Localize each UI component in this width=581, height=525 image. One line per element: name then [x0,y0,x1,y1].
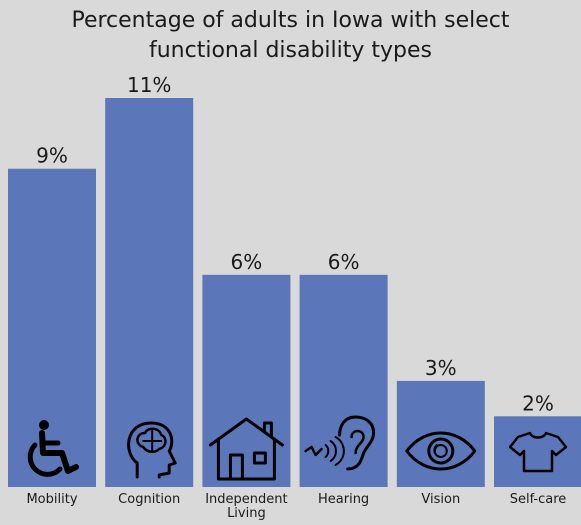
chart-title: Percentage of adults in Iowa with select… [0,6,581,66]
eye-icon [405,431,477,471]
bar-mobility [8,168,96,487]
value-label: 6% [328,250,360,274]
tshirt-icon [508,431,568,473]
wheelchair-icon [27,420,79,477]
house-icon [208,417,284,481]
value-label: 2% [522,391,554,415]
category-label: Vision [421,492,460,507]
chart-title-line-1: Percentage of adults in Iowa with select [71,8,510,33]
bar-self-care [494,416,581,487]
category-label: Self-care [510,492,567,507]
category-label: Independent [205,492,287,507]
value-label: 3% [425,356,457,380]
value-label: 9% [36,144,68,168]
chart-title-line-2: functional disability types [148,38,433,63]
category-label: Living [227,506,266,521]
value-label: 11% [127,73,171,97]
category-label: Cognition [118,492,180,507]
category-label: Hearing [318,492,369,507]
ear-icon [304,415,376,471]
value-label: 6% [231,250,263,274]
category-label: Mobility [26,492,77,507]
bar-independent-living [202,274,291,487]
brain-head-icon [127,421,177,479]
